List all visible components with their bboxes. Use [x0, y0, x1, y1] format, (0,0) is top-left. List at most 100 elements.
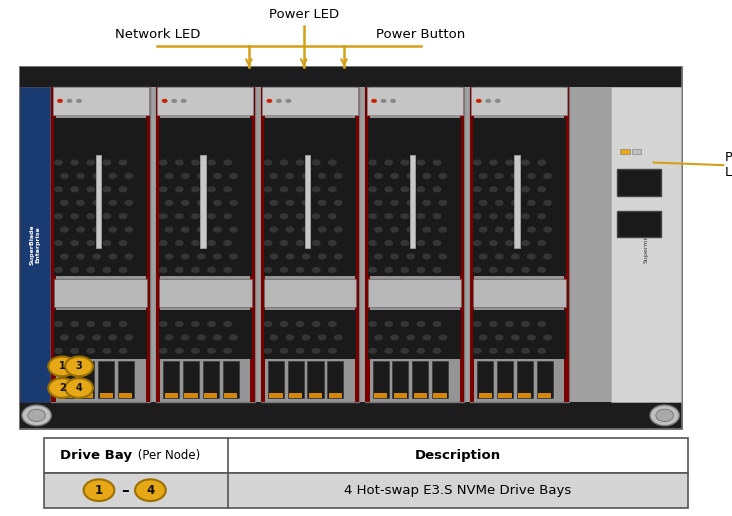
- Circle shape: [543, 253, 552, 260]
- Circle shape: [280, 240, 288, 246]
- Circle shape: [269, 173, 278, 179]
- Circle shape: [223, 348, 232, 354]
- Circle shape: [527, 173, 536, 179]
- Circle shape: [312, 321, 321, 327]
- Circle shape: [119, 159, 127, 166]
- Circle shape: [108, 200, 117, 206]
- Circle shape: [197, 227, 206, 233]
- Circle shape: [54, 321, 63, 327]
- Circle shape: [181, 200, 190, 206]
- Circle shape: [505, 159, 514, 166]
- Circle shape: [124, 253, 133, 260]
- Circle shape: [527, 334, 536, 341]
- Circle shape: [296, 213, 305, 219]
- Circle shape: [86, 186, 95, 192]
- Circle shape: [438, 253, 447, 260]
- Text: 3: 3: [75, 361, 83, 372]
- Bar: [204, 393, 217, 398]
- Bar: [477, 361, 493, 398]
- Circle shape: [473, 321, 482, 327]
- Circle shape: [207, 348, 216, 354]
- Circle shape: [495, 253, 504, 260]
- Circle shape: [328, 321, 337, 327]
- Circle shape: [400, 159, 409, 166]
- Text: Supermicro: Supermicro: [643, 227, 649, 263]
- Circle shape: [384, 348, 393, 354]
- Circle shape: [438, 200, 447, 206]
- Circle shape: [191, 321, 200, 327]
- Circle shape: [124, 200, 133, 206]
- Circle shape: [511, 253, 520, 260]
- Circle shape: [175, 159, 184, 166]
- Bar: [410, 155, 415, 248]
- Circle shape: [213, 227, 222, 233]
- Circle shape: [76, 99, 82, 103]
- Circle shape: [76, 173, 85, 179]
- Circle shape: [495, 99, 501, 103]
- Circle shape: [312, 186, 321, 192]
- Bar: [368, 310, 461, 359]
- Circle shape: [207, 240, 216, 246]
- Circle shape: [406, 200, 415, 206]
- Bar: [165, 393, 178, 398]
- Bar: [20, 67, 681, 87]
- Circle shape: [318, 334, 326, 341]
- Circle shape: [165, 253, 173, 260]
- Circle shape: [223, 213, 232, 219]
- Circle shape: [318, 253, 326, 260]
- Bar: [268, 361, 284, 398]
- Bar: [470, 87, 474, 402]
- Bar: [146, 87, 150, 402]
- Circle shape: [328, 348, 337, 354]
- Circle shape: [191, 159, 200, 166]
- Circle shape: [57, 99, 63, 103]
- Circle shape: [438, 173, 447, 179]
- Circle shape: [390, 99, 396, 103]
- Circle shape: [276, 99, 282, 103]
- Circle shape: [102, 348, 111, 354]
- Circle shape: [543, 334, 552, 341]
- Bar: [98, 361, 114, 398]
- Circle shape: [264, 159, 272, 166]
- Circle shape: [511, 334, 520, 341]
- Circle shape: [48, 357, 76, 376]
- Text: 4: 4: [75, 383, 83, 393]
- Bar: [473, 279, 566, 307]
- Bar: [498, 393, 512, 398]
- Circle shape: [368, 348, 377, 354]
- Circle shape: [191, 240, 200, 246]
- Circle shape: [124, 334, 133, 341]
- Circle shape: [191, 213, 200, 219]
- Bar: [264, 279, 356, 307]
- Circle shape: [505, 267, 514, 273]
- Bar: [617, 169, 661, 196]
- Circle shape: [328, 186, 337, 192]
- Circle shape: [489, 267, 498, 273]
- Circle shape: [406, 334, 415, 341]
- Circle shape: [422, 227, 431, 233]
- Bar: [368, 279, 461, 307]
- Text: 4: 4: [146, 483, 154, 497]
- Text: 4 Hot-swap E3.S NVMe Drive Bays: 4 Hot-swap E3.S NVMe Drive Bays: [344, 483, 572, 497]
- Circle shape: [285, 227, 294, 233]
- Circle shape: [495, 200, 504, 206]
- Text: 2: 2: [59, 383, 66, 393]
- Circle shape: [433, 267, 441, 273]
- Circle shape: [285, 334, 294, 341]
- Circle shape: [537, 159, 546, 166]
- Circle shape: [102, 267, 111, 273]
- Circle shape: [70, 186, 79, 192]
- Bar: [157, 87, 253, 115]
- Circle shape: [280, 348, 288, 354]
- Circle shape: [197, 173, 206, 179]
- Circle shape: [384, 159, 393, 166]
- Circle shape: [473, 213, 482, 219]
- Circle shape: [175, 213, 184, 219]
- Bar: [44, 438, 688, 473]
- Text: 1: 1: [59, 361, 66, 372]
- Bar: [269, 393, 283, 398]
- Circle shape: [302, 173, 310, 179]
- Bar: [518, 393, 531, 398]
- Circle shape: [264, 267, 272, 273]
- Bar: [305, 155, 310, 248]
